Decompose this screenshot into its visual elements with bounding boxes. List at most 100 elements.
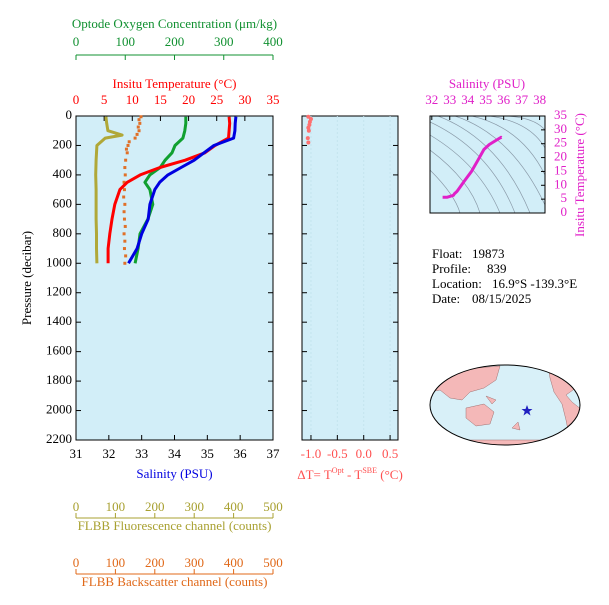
data-point [124, 158, 128, 162]
label-part: - T [344, 467, 363, 482]
x-tick-label: 34 [168, 446, 182, 461]
data-point [127, 140, 131, 144]
profile-line [106, 116, 232, 264]
x-tick-label: 0 [73, 499, 80, 514]
x-tick-label: 33 [443, 92, 456, 107]
x-tick-label: 31 [70, 446, 83, 461]
data-point [124, 147, 128, 151]
x-tick-label: 35 [479, 92, 492, 107]
x-tick-label: -1.0 [301, 446, 322, 461]
axis-title: FLBB Backscatter channel (counts) [82, 574, 268, 589]
label-part: (°C) [377, 467, 403, 482]
x-tick-label: 10 [126, 92, 139, 107]
x-tick-label: 0 [73, 555, 80, 570]
data-point [306, 140, 311, 145]
plot-background [302, 116, 398, 440]
x-tick-label: 25 [210, 92, 223, 107]
x-axis-title: Salinity (PSU) [449, 76, 525, 91]
info-value: 19873 [472, 246, 505, 261]
x-tick-label: 32 [102, 446, 115, 461]
data-point [123, 239, 127, 243]
label-part: SBE [362, 466, 377, 475]
data-point [135, 132, 139, 136]
y-tick-label: 1400 [46, 313, 72, 328]
data-point [122, 180, 126, 184]
world-map [429, 364, 581, 446]
y-tick-label: 20 [554, 149, 567, 164]
label-part: Opt [332, 466, 345, 475]
data-point [305, 136, 310, 141]
x-axis-title: ΔT= TOpt - TSBE (°C) [297, 466, 403, 482]
x-tick-label: 100 [106, 499, 126, 514]
x-tick-label: 100 [116, 34, 136, 49]
x-tick-label: 37 [515, 92, 529, 107]
y-tick-label: 800 [53, 225, 73, 240]
data-point [122, 232, 126, 236]
x-tick-label: 15 [154, 92, 167, 107]
y-axis-title: Pressure (decibar) [19, 231, 34, 325]
x-tick-label: 200 [165, 34, 185, 49]
data-point [122, 217, 126, 221]
info-label: Location: [432, 276, 482, 291]
float-location [521, 405, 533, 416]
data-point [122, 210, 126, 214]
x-tick-label: 37 [267, 446, 281, 461]
data-point [137, 129, 141, 133]
x-tick-label: 5 [101, 92, 108, 107]
info-label: Date: [432, 291, 460, 306]
y-tick-label: 2000 [46, 402, 72, 417]
x-tick-label: -0.5 [327, 446, 348, 461]
y-tick-label: 15 [554, 162, 567, 177]
profile-line [94, 116, 124, 264]
data-point [124, 254, 128, 258]
x-tick-label: 200 [145, 555, 165, 570]
y-tick-label: 600 [53, 195, 73, 210]
axis-title: Insitu Temperature (°C) [113, 76, 237, 91]
x-tick-label: 400 [263, 34, 283, 49]
map-outline [429, 364, 581, 446]
x-tick-label: 0 [73, 92, 80, 107]
info-value: 08/15/2025 [472, 291, 531, 306]
x-tick-label: 35 [201, 446, 214, 461]
axis-title: FLBB Fluorescence channel (counts) [78, 518, 272, 533]
x-tick-label: 38 [533, 92, 546, 107]
y-tick-label: 1800 [46, 372, 72, 387]
data-point [123, 261, 127, 265]
data-point [123, 224, 127, 228]
x-tick-label: 36 [497, 92, 511, 107]
info-value: 839 [487, 261, 507, 276]
data-point [138, 121, 142, 125]
x-tick-label: 300 [214, 34, 234, 49]
data-point [122, 195, 126, 199]
x-tick-label: 36 [234, 446, 248, 461]
x-tick-label: 0.0 [356, 446, 372, 461]
y-tick-label: 1000 [46, 254, 72, 269]
axis-title: Optode Oxygen Concentration (μm/kg) [72, 16, 277, 31]
x-tick-label: 400 [224, 555, 244, 570]
info-label: Float: [432, 246, 462, 261]
data-point [306, 125, 311, 130]
data-point [139, 115, 143, 119]
data-point [136, 125, 140, 129]
y-tick-label: 30 [554, 121, 567, 136]
y-tick-label: 25 [554, 135, 567, 150]
data-point [137, 118, 141, 122]
x-tick-label: 20 [182, 92, 195, 107]
data-point [122, 247, 126, 251]
y-tick-label: 1600 [46, 343, 72, 358]
x-tick-label: 500 [263, 555, 283, 570]
data-point [306, 114, 311, 119]
x-tick-label: 200 [145, 499, 165, 514]
label-part: ΔT= T [297, 467, 332, 482]
axis-title: Salinity (PSU) [136, 466, 212, 481]
data-point [133, 136, 137, 140]
y-tick-label: 5 [561, 190, 568, 205]
y-tick-label: 1200 [46, 284, 72, 299]
y-axis-title: Insitu Temperature (°C) [572, 113, 587, 237]
ts-line [442, 135, 503, 199]
x-tick-label: 35 [267, 92, 280, 107]
y-tick-label: 200 [53, 136, 73, 151]
info-label: Profile: [432, 261, 471, 276]
data-point [122, 188, 126, 192]
